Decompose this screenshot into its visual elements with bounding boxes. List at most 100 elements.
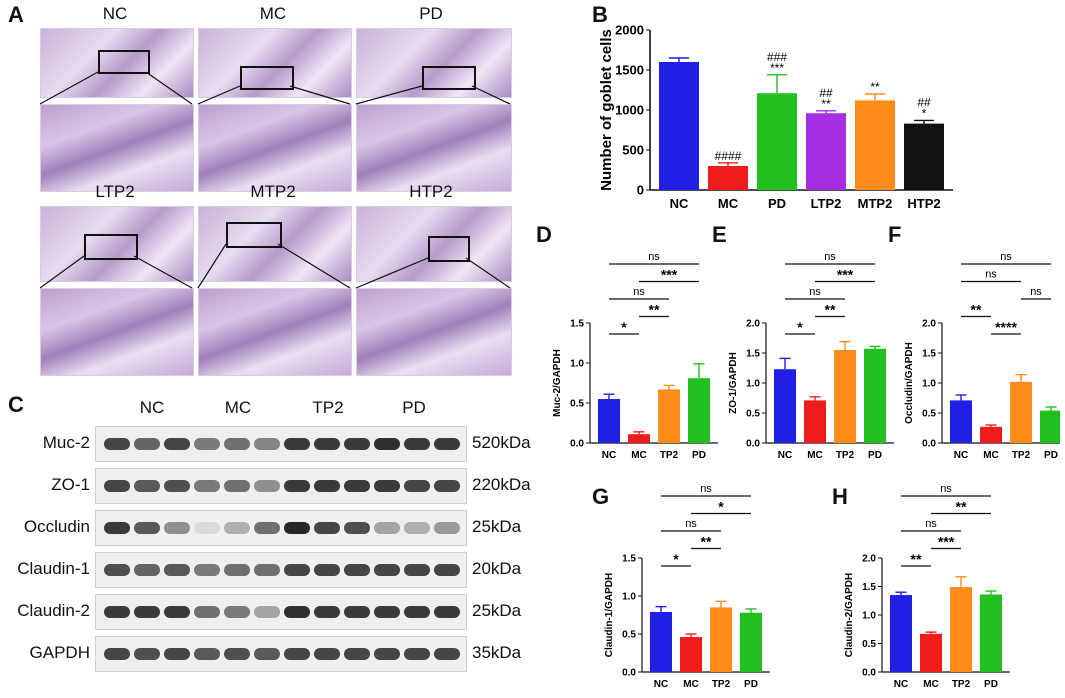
wb-protein-label: Muc-2 (42, 433, 90, 452)
significance-label: **** (995, 319, 1017, 335)
x-tick-label: PD (1044, 450, 1058, 461)
wb-band (344, 606, 370, 618)
wb-blot-strip (95, 552, 467, 588)
wb-band (134, 564, 160, 576)
wb-band (284, 480, 310, 492)
significance-label: ns (824, 251, 836, 263)
western-blot-panel: NC MC TP2 PD Muc-2 520kDa ZO-1 220kDa Occlud… (0, 392, 560, 692)
histology-label-pd: PD (419, 4, 443, 23)
significance-label: ns (985, 269, 997, 281)
bar (708, 166, 748, 190)
y-tick-label: 1.0 (622, 592, 636, 603)
histology-zoom-mtp2 (198, 288, 352, 376)
significance-label: * (922, 106, 927, 120)
wb-band (284, 522, 310, 534)
x-tick-label: TP2 (836, 450, 855, 461)
wb-band (104, 648, 130, 660)
wb-band (104, 606, 130, 618)
x-tick-label: NC (654, 679, 668, 690)
bar (710, 607, 732, 672)
x-tick-label: TP2 (1012, 450, 1031, 461)
y-axis-label: Number of goblet cells (598, 29, 615, 191)
histology-label-ltp2: LTP2 (95, 182, 135, 201)
histology-label-htp2: HTP2 (409, 182, 453, 201)
histology-roi-nc (98, 50, 150, 74)
x-tick-label: PD (744, 679, 758, 690)
histology-zoom-pd (356, 104, 512, 192)
histology-zoom-lines (39, 71, 511, 289)
wb-band (344, 522, 370, 534)
wb-blot-strip (95, 426, 467, 462)
y-tick-label: 0.0 (862, 668, 876, 679)
wb-band (314, 480, 340, 492)
wb-group-mc: MC (224, 398, 252, 417)
y-tick-label: 1.0 (570, 359, 584, 370)
panel-letter-c: C (8, 392, 24, 417)
wb-band (404, 480, 430, 492)
bar (804, 400, 826, 443)
wb-band (194, 480, 220, 492)
y-tick-label: 0 (637, 183, 644, 198)
wb-protein-label: ZO-1 (51, 475, 90, 494)
histology-label-mc: MC (259, 4, 287, 23)
x-tick-label: TP2 (952, 679, 971, 690)
bar (680, 637, 702, 672)
wb-band (254, 522, 280, 534)
bar (950, 400, 972, 443)
wb-protein-label: Occludin (23, 517, 90, 536)
wb-band (344, 648, 370, 660)
bar (920, 633, 942, 672)
histology-roi-pd (422, 66, 476, 90)
wb-band (254, 564, 280, 576)
y-tick-label: 1.5 (922, 349, 936, 360)
y-tick-label: 2.0 (746, 319, 760, 330)
significance-label: * (718, 499, 724, 515)
x-tick-label: TP2 (660, 450, 679, 461)
significance-label: ** (701, 534, 712, 550)
x-tick-label: LTP2 (811, 196, 842, 211)
histology-label-mtp2: MTP2 (250, 182, 296, 201)
wb-protein-label: GAPDH (29, 643, 90, 662)
bar (659, 62, 699, 190)
wb-band (434, 648, 460, 660)
histology-roi-htp2 (428, 236, 470, 262)
y-tick-label: 1.5 (570, 319, 584, 330)
wb-band (254, 480, 280, 492)
significance-label: ** (870, 80, 880, 94)
wb-band (194, 564, 220, 576)
histology-zoom-ltp2 (40, 288, 194, 376)
bar (950, 587, 972, 672)
significance-label: ns (648, 251, 660, 263)
y-tick-label: 0.5 (622, 630, 636, 641)
wb-size-label: 520kDa (472, 433, 531, 452)
x-tick-label: PD (984, 679, 998, 690)
bar (774, 369, 796, 443)
histology-roi-mc (240, 66, 294, 90)
wb-band (374, 564, 400, 576)
significance-label: ns (685, 518, 697, 530)
wb-band (194, 648, 220, 660)
x-tick-label: NC (778, 450, 792, 461)
histology-roi-ltp2 (84, 234, 138, 260)
significance-label: ## (819, 86, 833, 100)
bar (864, 348, 886, 443)
y-axis-label: Claudin-1/GAPDH (604, 573, 615, 657)
histology-image-nc (40, 28, 194, 98)
histology-image-mtp2 (198, 206, 352, 282)
significance-label: ** (911, 551, 922, 567)
wb-group-pd: PD (402, 398, 426, 417)
wb-band (164, 564, 190, 576)
wb-band (284, 564, 310, 576)
wb-blot-strip (95, 468, 467, 504)
histology-roi-mtp2 (226, 222, 282, 248)
bar (650, 611, 672, 672)
wb-band (344, 438, 370, 450)
wb-blot-strip (95, 636, 467, 672)
wb-band (404, 438, 430, 450)
wb-band (194, 606, 220, 618)
y-axis-label: ZO-1/GAPDH (728, 352, 739, 414)
histology-image-htp2 (356, 206, 512, 282)
wb-band (254, 606, 280, 618)
wb-band (104, 438, 130, 450)
x-tick-label: PD (768, 196, 786, 211)
